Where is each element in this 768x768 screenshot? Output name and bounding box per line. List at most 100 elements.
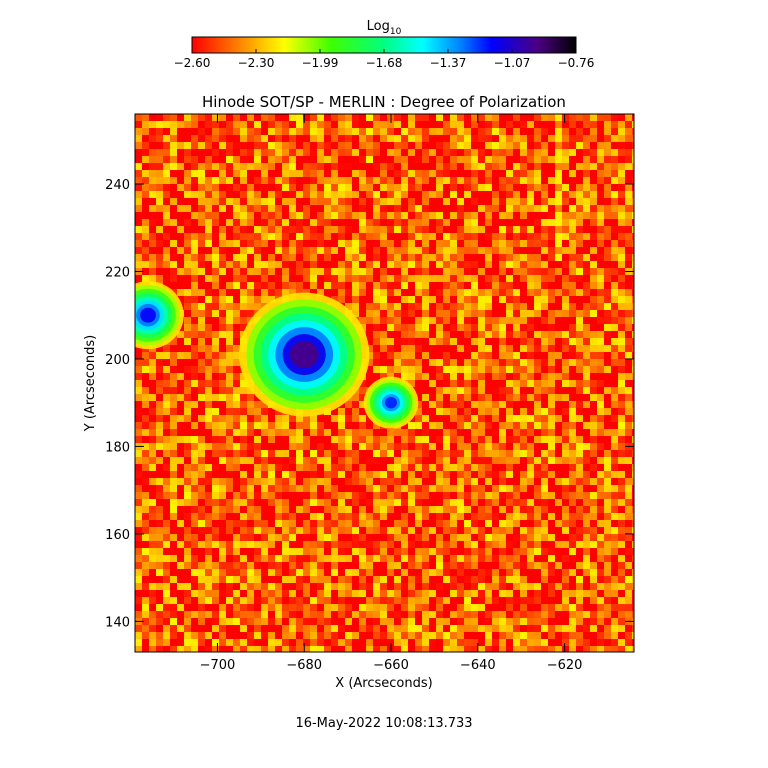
heatmap-cell: [527, 135, 534, 142]
heatmap-cell: [261, 534, 268, 541]
heatmap-cell: [415, 408, 422, 415]
heatmap-cell: [233, 548, 240, 555]
heatmap-cell: [247, 485, 254, 492]
heatmap-cell: [555, 422, 562, 429]
heatmap-cell: [443, 191, 450, 198]
heatmap-cell: [331, 569, 338, 576]
heatmap-cell: [555, 513, 562, 520]
heatmap-cell: [219, 191, 226, 198]
heatmap-cell: [555, 121, 562, 128]
heatmap-cell: [198, 142, 205, 149]
heatmap-cell: [450, 401, 457, 408]
heatmap-cell: [513, 394, 520, 401]
heatmap-cell: [184, 163, 191, 170]
heatmap-cell: [590, 436, 597, 443]
heatmap-cell: [457, 513, 464, 520]
heatmap-cell: [198, 191, 205, 198]
heatmap-cell: [478, 121, 485, 128]
heatmap-cell: [135, 198, 142, 205]
heatmap-cell: [198, 296, 205, 303]
heatmap-cell: [443, 590, 450, 597]
heatmap-cell: [261, 247, 268, 254]
heatmap-cell: [254, 513, 261, 520]
heatmap-cell: [380, 240, 387, 247]
heatmap-cell: [184, 380, 191, 387]
heatmap-cell: [625, 569, 632, 576]
heatmap-cell: [380, 289, 387, 296]
heatmap-cell: [527, 303, 534, 310]
heatmap-cell: [135, 436, 142, 443]
heatmap-cell: [555, 142, 562, 149]
heatmap-cell: [240, 583, 247, 590]
heatmap-cell: [492, 436, 499, 443]
heatmap-cell: [492, 576, 499, 583]
heatmap-cell: [471, 170, 478, 177]
heatmap-cell: [590, 275, 597, 282]
heatmap-cell: [387, 569, 394, 576]
heatmap-cell: [597, 520, 604, 527]
heatmap-cell: [345, 401, 352, 408]
heatmap-cell: [226, 478, 233, 485]
heatmap-cell: [513, 366, 520, 373]
heatmap-cell: [443, 254, 450, 261]
heatmap-cell: [310, 429, 317, 436]
heatmap-cell: [247, 422, 254, 429]
heatmap-cell: [177, 464, 184, 471]
heatmap-cell: [247, 233, 254, 240]
heatmap-cell: [471, 282, 478, 289]
heatmap-cell: [506, 191, 513, 198]
heatmap-cell: [296, 464, 303, 471]
heatmap-cell: [149, 387, 156, 394]
heatmap-cell: [338, 128, 345, 135]
heatmap-cell: [282, 485, 289, 492]
heatmap-cell: [149, 114, 156, 121]
heatmap-cell: [198, 261, 205, 268]
heatmap-cell: [366, 114, 373, 121]
heatmap-cell: [520, 212, 527, 219]
heatmap-cell: [583, 233, 590, 240]
heatmap-cell: [541, 240, 548, 247]
heatmap-cell: [163, 562, 170, 569]
heatmap-cell: [310, 583, 317, 590]
heatmap-cell: [233, 268, 240, 275]
heatmap-cell: [590, 387, 597, 394]
heatmap-cell: [541, 492, 548, 499]
heatmap-cell: [331, 226, 338, 233]
heatmap-cell: [135, 590, 142, 597]
heatmap-cell: [541, 352, 548, 359]
heatmap-cell: [429, 492, 436, 499]
heatmap-cell: [450, 366, 457, 373]
heatmap-cell: [261, 121, 268, 128]
heatmap-cell: [618, 422, 625, 429]
heatmap-cell: [478, 114, 485, 121]
heatmap-cell: [191, 149, 198, 156]
heatmap-cell: [212, 114, 219, 121]
heatmap-cell: [443, 408, 450, 415]
heatmap-cell: [408, 513, 415, 520]
heatmap-cell: [457, 359, 464, 366]
heatmap-cell: [254, 191, 261, 198]
heatmap-cell: [261, 422, 268, 429]
heatmap-cell: [499, 408, 506, 415]
heatmap-cell: [212, 387, 219, 394]
heatmap-cell: [422, 436, 429, 443]
heatmap-cell: [520, 401, 527, 408]
heatmap-cell: [548, 128, 555, 135]
heatmap-cell: [296, 478, 303, 485]
heatmap-cell: [464, 359, 471, 366]
heatmap-cell: [240, 303, 247, 310]
heatmap-cell: [184, 177, 191, 184]
heatmap-cell: [471, 226, 478, 233]
heatmap-cell: [212, 331, 219, 338]
heatmap-cell: [422, 317, 429, 324]
heatmap-cell: [513, 198, 520, 205]
heatmap-cell: [478, 275, 485, 282]
heatmap-cell: [499, 135, 506, 142]
heatmap-cell: [429, 177, 436, 184]
heatmap-cell: [408, 429, 415, 436]
heatmap-cell: [583, 422, 590, 429]
heatmap-cell: [345, 184, 352, 191]
heatmap-cell: [625, 366, 632, 373]
heatmap-cell: [590, 170, 597, 177]
heatmap-cell: [576, 296, 583, 303]
